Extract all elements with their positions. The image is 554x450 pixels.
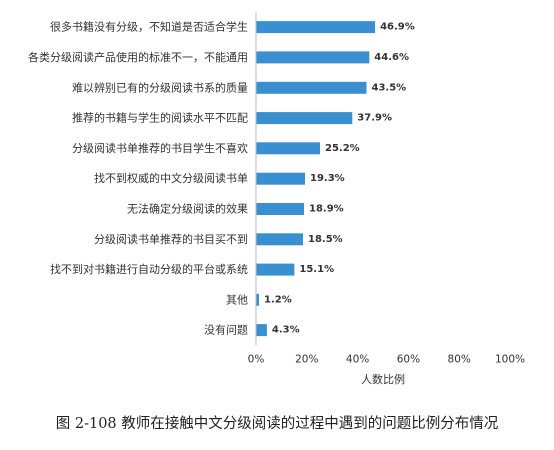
bar <box>256 324 267 337</box>
data-label: 19.3% <box>310 173 345 184</box>
data-label: 43.5% <box>372 82 407 93</box>
x-axis-title: 人数比例 <box>361 372 405 386</box>
data-label: 18.9% <box>309 204 344 215</box>
x-tick-label: 60% <box>397 353 420 365</box>
category-label: 分级阅读书单推荐的书目买不到 <box>94 232 248 246</box>
bar <box>256 112 353 125</box>
figure-caption: 图 2-108 教师在接触中文分级阅读的过程中遇到的问题比例分布情况 <box>55 416 499 432</box>
category-label: 分级阅读书单推荐的书目学生不喜欢 <box>72 141 248 155</box>
bar <box>256 81 367 94</box>
bar <box>256 263 295 276</box>
x-tick-label: 100% <box>495 353 525 365</box>
data-label: 25.2% <box>325 143 360 154</box>
category-label: 难以辨别已有的分级阅读书系的质量 <box>72 80 248 94</box>
category-label: 找不到对书籍进行自动分级的平台或系统 <box>50 262 248 276</box>
bar <box>256 172 305 185</box>
category-label: 很多书籍没有分级，不知道是否适合学生 <box>50 20 248 34</box>
bar <box>256 142 320 155</box>
data-label: 37.9% <box>357 113 392 124</box>
bar <box>256 21 376 34</box>
x-tick-label: 80% <box>448 353 471 365</box>
category-label: 没有问题 <box>204 323 248 337</box>
data-label: 18.5% <box>308 234 343 245</box>
x-tick-label: 40% <box>346 353 369 365</box>
category-label: 各类分级阅读产品使用的标准不一，不能通用 <box>28 50 248 64</box>
bar <box>256 203 304 215</box>
bar <box>256 293 259 306</box>
x-tick-label: 20% <box>295 353 318 365</box>
bar <box>256 233 303 246</box>
category-label: 其他 <box>226 293 248 306</box>
category-label: 找不到权威的中文分级阅读书单 <box>94 171 248 185</box>
bar <box>256 51 370 64</box>
category-label: 无法确定分级阅读的效果 <box>127 202 248 216</box>
data-label: 4.3% <box>272 325 300 336</box>
x-tick-label: 0% <box>248 353 265 365</box>
data-label: 15.1% <box>299 264 334 275</box>
data-label: 1.2% <box>264 294 292 305</box>
category-label: 推荐的书籍与学生的阅读水平不匹配 <box>72 111 248 125</box>
data-label: 46.9% <box>380 22 415 33</box>
bar-chart: 很多书籍没有分级，不知道是否适合学生 46.9% 各类分级阅读产品使用的标准不一，不… <box>28 12 525 386</box>
data-label: 44.6% <box>374 52 409 63</box>
